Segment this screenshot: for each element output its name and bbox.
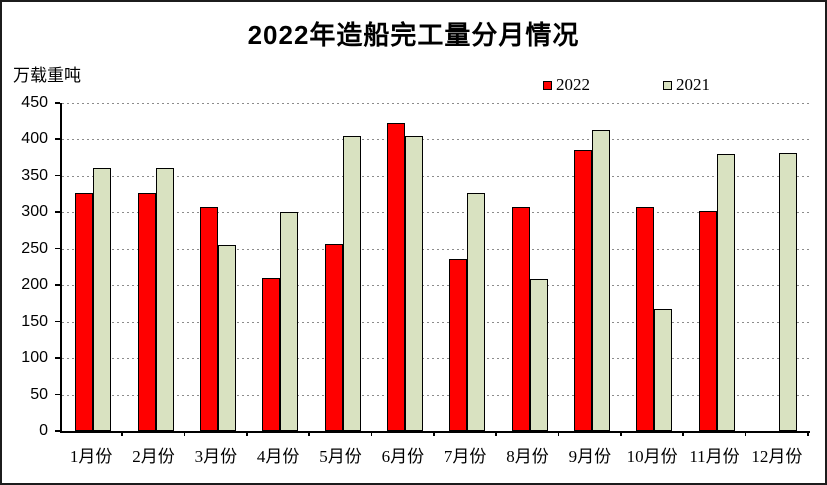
legend-swatch-2021 bbox=[663, 80, 672, 90]
legend-item-2021: 2021 bbox=[663, 75, 710, 95]
x-axis-tick-5 bbox=[370, 431, 373, 436]
plot-area bbox=[60, 103, 810, 433]
bar-2022-8月份 bbox=[511, 207, 530, 431]
bar-2021-4月份 bbox=[280, 211, 299, 431]
y-axis-label-150: 150 bbox=[21, 312, 48, 330]
bar-2022-7月份 bbox=[449, 258, 468, 431]
x-axis-tick-1 bbox=[121, 431, 123, 436]
bar-2021-2月份 bbox=[155, 167, 174, 431]
legend-item-2022: 2022 bbox=[543, 75, 590, 95]
x-axis-tick-6 bbox=[433, 431, 435, 436]
y-axis-label-300: 300 bbox=[21, 203, 48, 221]
bar-2022-3月份 bbox=[199, 206, 218, 431]
gridline-150 bbox=[62, 321, 810, 323]
x-axis-label-7月份: 7月份 bbox=[443, 447, 487, 466]
y-axis-tick-400 bbox=[55, 138, 60, 140]
x-axis-tick-7 bbox=[495, 431, 497, 436]
bar-2021-7月份 bbox=[467, 193, 486, 431]
y-axis-tick-50 bbox=[55, 393, 60, 396]
bar-2022-11月份 bbox=[698, 210, 717, 431]
y-axis-label-400: 400 bbox=[21, 130, 48, 148]
x-axis-label-10月份: 10月份 bbox=[626, 447, 678, 466]
y-axis-label-250: 250 bbox=[21, 239, 48, 257]
y-axis-tick-150 bbox=[55, 320, 60, 323]
x-axis-tick-2 bbox=[183, 431, 186, 436]
x-axis-tick-12 bbox=[807, 431, 809, 436]
gridline-400 bbox=[62, 139, 810, 141]
x-axis-label-5月份: 5月份 bbox=[319, 447, 362, 466]
gridline-450 bbox=[62, 103, 810, 104]
legend: 2022 2021 bbox=[2, 75, 825, 95]
gridline-200 bbox=[62, 285, 810, 287]
y-axis-tick-100 bbox=[55, 357, 60, 359]
x-axis-label-6月份: 6月份 bbox=[381, 447, 425, 466]
bar-2021-12月份 bbox=[778, 153, 797, 431]
bar-2022-10月份 bbox=[636, 207, 655, 431]
x-axis-label-4月份: 4月份 bbox=[256, 447, 300, 466]
bar-2022-4月份 bbox=[262, 277, 281, 431]
x-axis-label-11月份: 11月份 bbox=[689, 447, 740, 466]
gridline-100 bbox=[62, 358, 810, 360]
y-axis-tick-350 bbox=[55, 174, 60, 177]
bar-2021-11月份 bbox=[716, 154, 735, 431]
bar-2022-5月份 bbox=[324, 244, 343, 431]
bar-2021-9月份 bbox=[591, 129, 610, 431]
bar-2021-1月份 bbox=[93, 167, 112, 431]
chart-title: 2022年造船完工量分月情况 bbox=[247, 20, 580, 50]
bar-2022-1月份 bbox=[75, 192, 94, 431]
y-axis-label-50: 50 bbox=[30, 385, 48, 403]
bar-2022-6月份 bbox=[386, 123, 405, 431]
y-axis-label-100: 100 bbox=[21, 349, 48, 367]
y-axis-tick-450 bbox=[55, 102, 60, 104]
bar-2021-8月份 bbox=[529, 279, 548, 431]
legend-label-2021: 2021 bbox=[676, 75, 710, 94]
x-axis-label-8月份: 8月份 bbox=[506, 447, 549, 466]
bar-2021-10月份 bbox=[654, 309, 673, 431]
gridline-250 bbox=[62, 248, 810, 250]
gridline-350 bbox=[62, 175, 810, 177]
y-axis-unit-label: 万载重吨 bbox=[13, 66, 81, 85]
bar-2021-6月份 bbox=[404, 135, 423, 431]
x-axis-label-9月份: 9月份 bbox=[568, 447, 612, 466]
y-axis-label-350: 350 bbox=[21, 166, 48, 184]
legend-label-2022: 2022 bbox=[556, 75, 590, 94]
bar-2021-5月份 bbox=[342, 135, 361, 431]
x-axis-tick-9 bbox=[620, 431, 622, 436]
y-axis-label-450: 450 bbox=[21, 94, 48, 111]
x-axis-tick-8 bbox=[557, 431, 560, 436]
x-axis-label-2月份: 2月份 bbox=[132, 447, 175, 466]
y-axis-tick-200 bbox=[55, 284, 60, 286]
y-axis-tick-300 bbox=[55, 211, 60, 213]
legend-swatch-2022 bbox=[543, 80, 552, 90]
y-axis-label-0: 0 bbox=[39, 422, 48, 439]
y-axis-tick-0 bbox=[55, 430, 60, 432]
x-axis-tick-3 bbox=[246, 431, 248, 436]
gridline-300 bbox=[62, 212, 810, 214]
x-axis-label-1月份: 1月份 bbox=[69, 447, 113, 466]
x-axis-tick-11 bbox=[744, 431, 747, 436]
bar-2022-2月份 bbox=[137, 192, 156, 431]
bar-2022-9月份 bbox=[573, 150, 592, 431]
x-axis-label-3月份: 3月份 bbox=[194, 447, 238, 466]
y-axis-label-200: 200 bbox=[21, 276, 48, 294]
x-axis-label-12月份: 12月份 bbox=[751, 447, 803, 466]
bar-2021-3月份 bbox=[217, 245, 236, 431]
y-axis-tick-250 bbox=[55, 247, 60, 250]
gridline-50 bbox=[62, 394, 810, 396]
x-axis-tick-10 bbox=[682, 431, 684, 436]
x-axis-tick-4 bbox=[308, 431, 310, 436]
